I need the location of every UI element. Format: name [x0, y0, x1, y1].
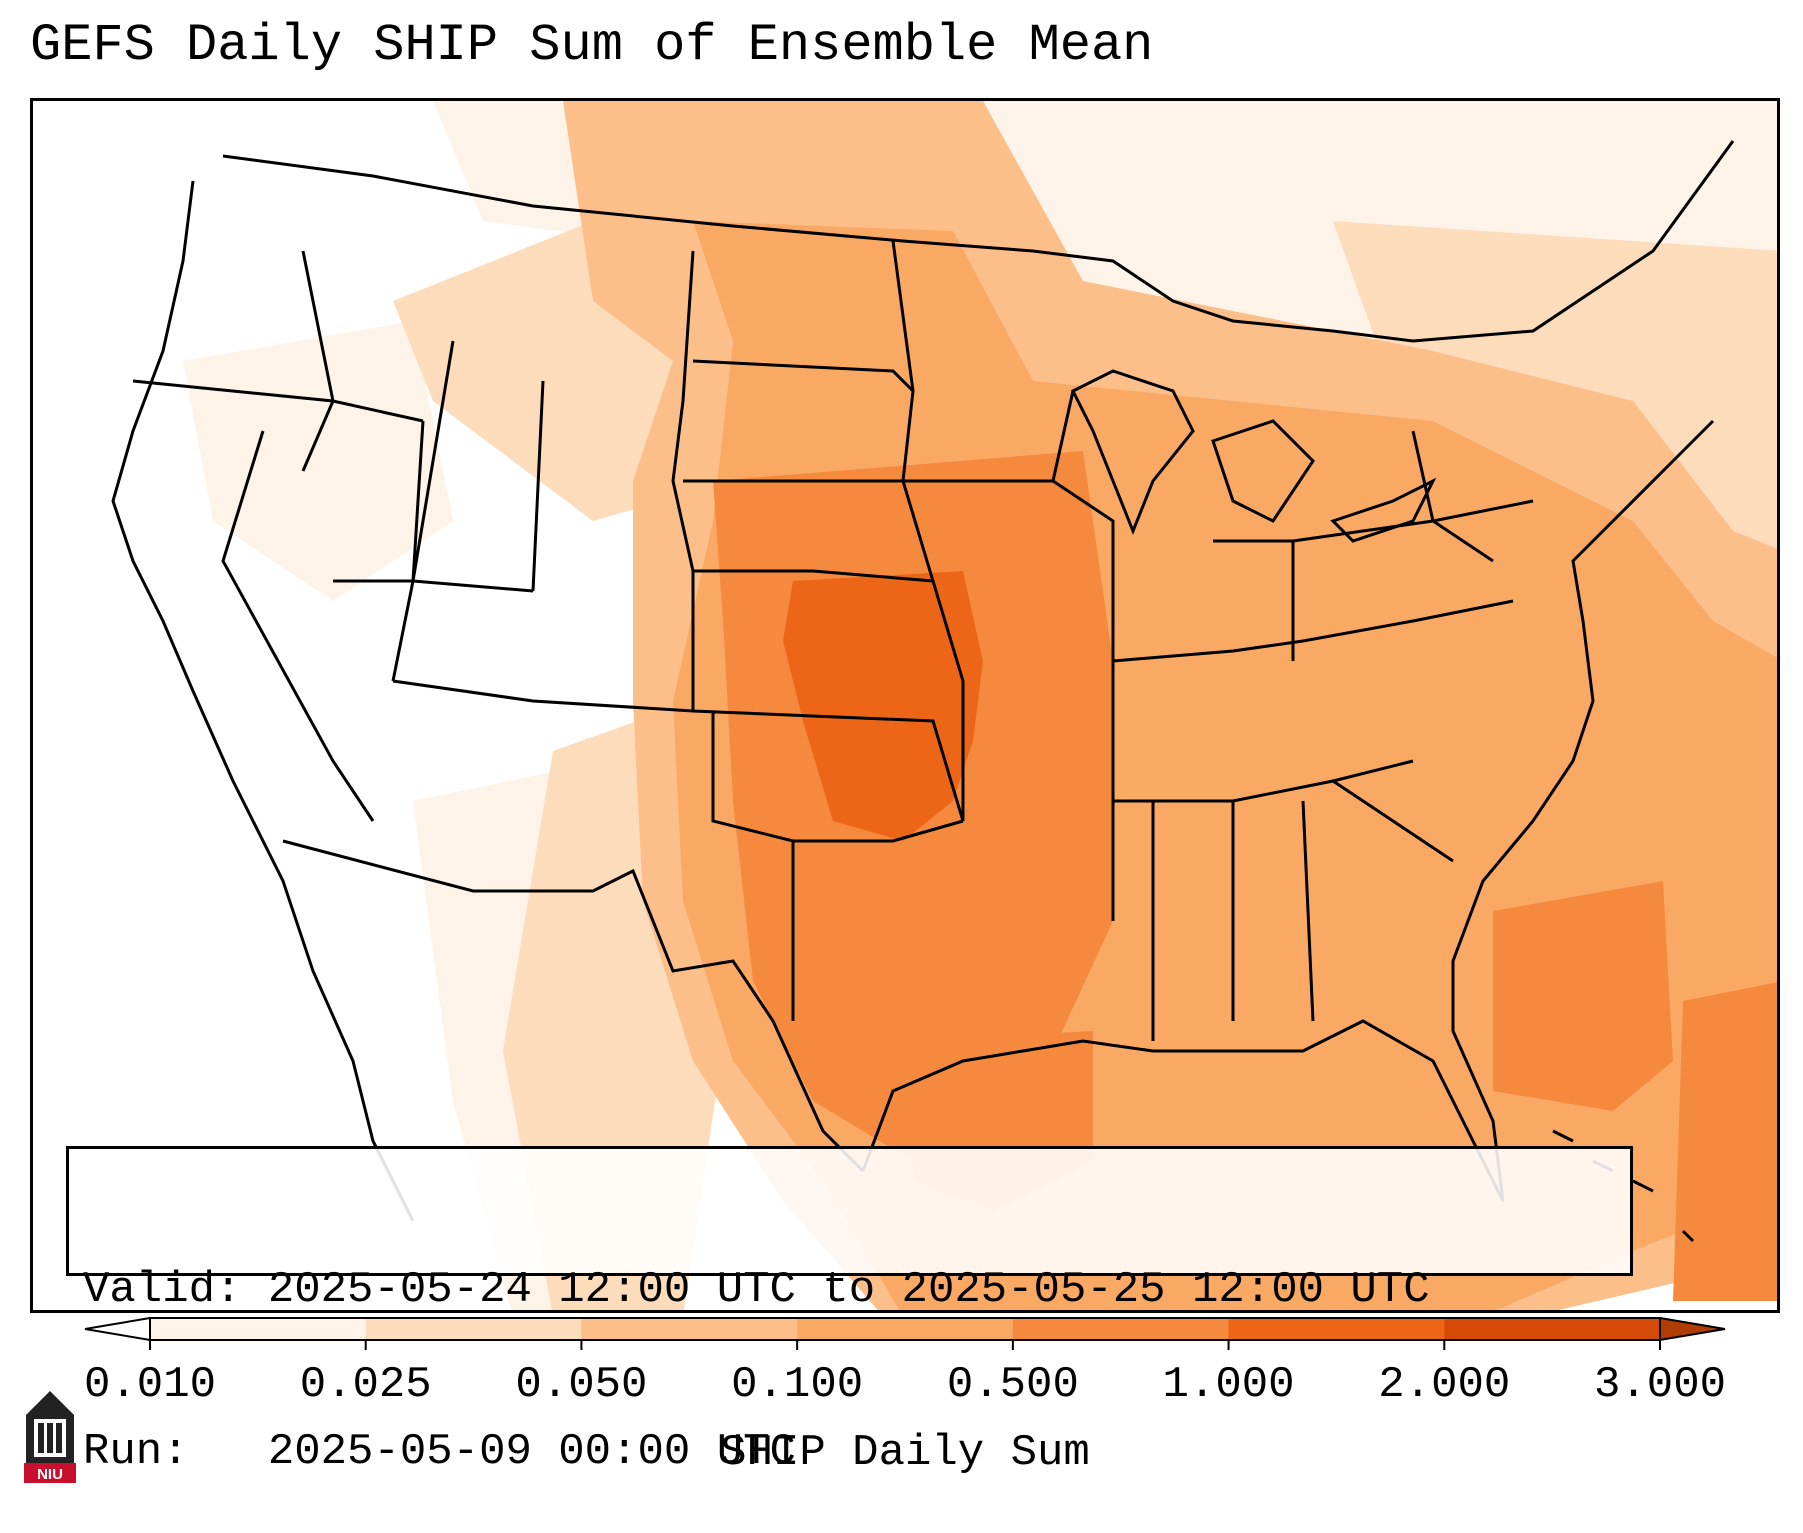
colorbar-segment: [581, 1318, 798, 1340]
ship-shading: [183, 101, 1777, 1310]
svg-text:NIU: NIU: [37, 1466, 63, 1483]
colorbar-segment: [1444, 1318, 1661, 1340]
colorbar-outline: [149, 1317, 1661, 1341]
colorbar-tick-label: 0.500: [946, 1360, 1079, 1410]
colorbar-segment: [1228, 1318, 1445, 1340]
colorbar-segments: [84, 1316, 1726, 1342]
state-lines-central: [671, 240, 965, 1021]
colorbar-tick-label: 0.025: [299, 1360, 432, 1410]
colorbar-over-arrow: [1659, 1316, 1726, 1342]
shade-very-low-west: [183, 321, 453, 601]
run-time-text: Run: 2025-05-09 00:00 UTC: [83, 1427, 796, 1477]
great-lakes: [1070, 369, 1437, 543]
shade-midhigh-atlantic: [1493, 881, 1673, 1111]
shade-midhigh-se: [1673, 982, 1777, 1301]
valid-time-text: Valid: 2025-05-24 12:00 UTC to 2025-05-2…: [83, 1265, 1430, 1315]
niu-logo: NIU: [24, 1391, 76, 1483]
colorbar-ticks: [149, 1340, 1661, 1350]
west-coast: [111, 180, 415, 1222]
logo-badge: [24, 1463, 76, 1483]
colorbar-tick-label: 0.010: [83, 1360, 217, 1410]
colorbar-segment: [365, 1318, 582, 1340]
colorbar-segment: [1012, 1318, 1230, 1340]
map-panel: [30, 98, 1780, 1313]
colorbar-tick-label: 1.000: [1162, 1360, 1295, 1410]
state-lines-west: [132, 250, 694, 822]
colorbar-tick-label: 2.000: [1378, 1360, 1511, 1410]
colorbar-under-arrow: [84, 1316, 151, 1342]
map-svg: [33, 101, 1777, 1310]
colorbar-tick-label: 0.050: [515, 1360, 648, 1410]
valid-run-info-box: Valid: 2025-05-24 12:00 UTC to 2025-05-2…: [66, 1146, 1633, 1477]
us-canada-border: [222, 140, 1735, 343]
shade-high-ks-ok: [783, 571, 983, 841]
colorbar-label: SHIP Daily Sum: [720, 1428, 1090, 1478]
chart-title: GEFS Daily SHIP Sum of Ensemble Mean: [30, 16, 1154, 75]
colorbar-segment: [150, 1318, 367, 1340]
colorbar-tick-label: 3.000: [1593, 1360, 1727, 1410]
state-lines-east: [913, 390, 1534, 1041]
colorbar-tick-label: 0.100: [731, 1360, 864, 1410]
colorbar-segment: [797, 1318, 1014, 1340]
colorbar: [84, 1316, 1726, 1350]
us-mexico-border: [282, 839, 865, 1173]
